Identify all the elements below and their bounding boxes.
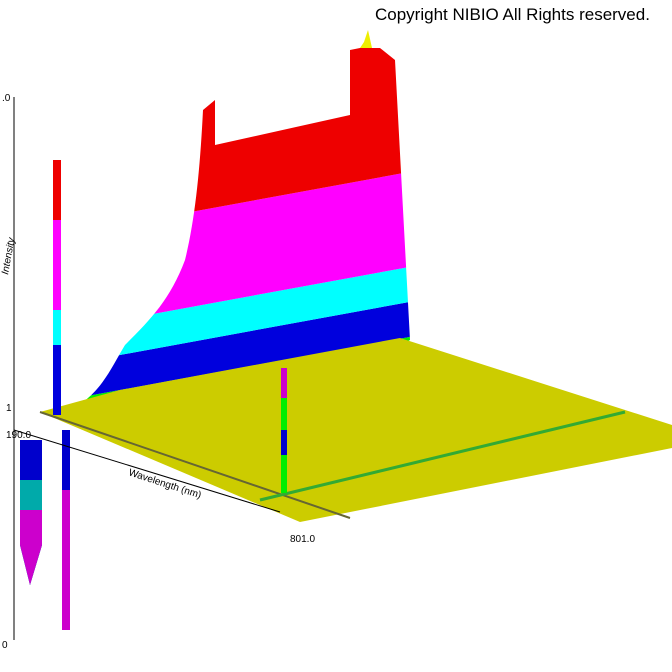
y-label: Intensity — [0, 236, 17, 276]
x-axis — [13, 429, 281, 513]
spike — [281, 368, 287, 398]
x-start: 190.0 — [6, 430, 31, 441]
floor — [40, 338, 672, 522]
spike — [53, 160, 61, 220]
floor-ridge — [259, 410, 626, 502]
copyright: Copyright NIBIO All Rights reserved. — [375, 5, 650, 24]
y-mid: 1 — [6, 403, 12, 414]
neg-spike — [62, 430, 70, 490]
y-bottom: 0 — [2, 640, 8, 651]
peak-tip — [360, 30, 372, 48]
spike — [53, 220, 61, 310]
neg-spike — [62, 430, 70, 630]
spike — [53, 345, 61, 415]
neg-peak — [20, 510, 42, 585]
spike — [281, 430, 287, 455]
spike — [53, 310, 61, 345]
floor-line — [39, 411, 351, 519]
x-end: 801.0 — [290, 534, 315, 545]
y-top: .0 — [2, 93, 11, 104]
